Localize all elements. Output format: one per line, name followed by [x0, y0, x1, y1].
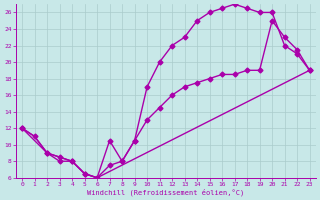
X-axis label: Windchill (Refroidissement éolien,°C): Windchill (Refroidissement éolien,°C) — [87, 188, 244, 196]
